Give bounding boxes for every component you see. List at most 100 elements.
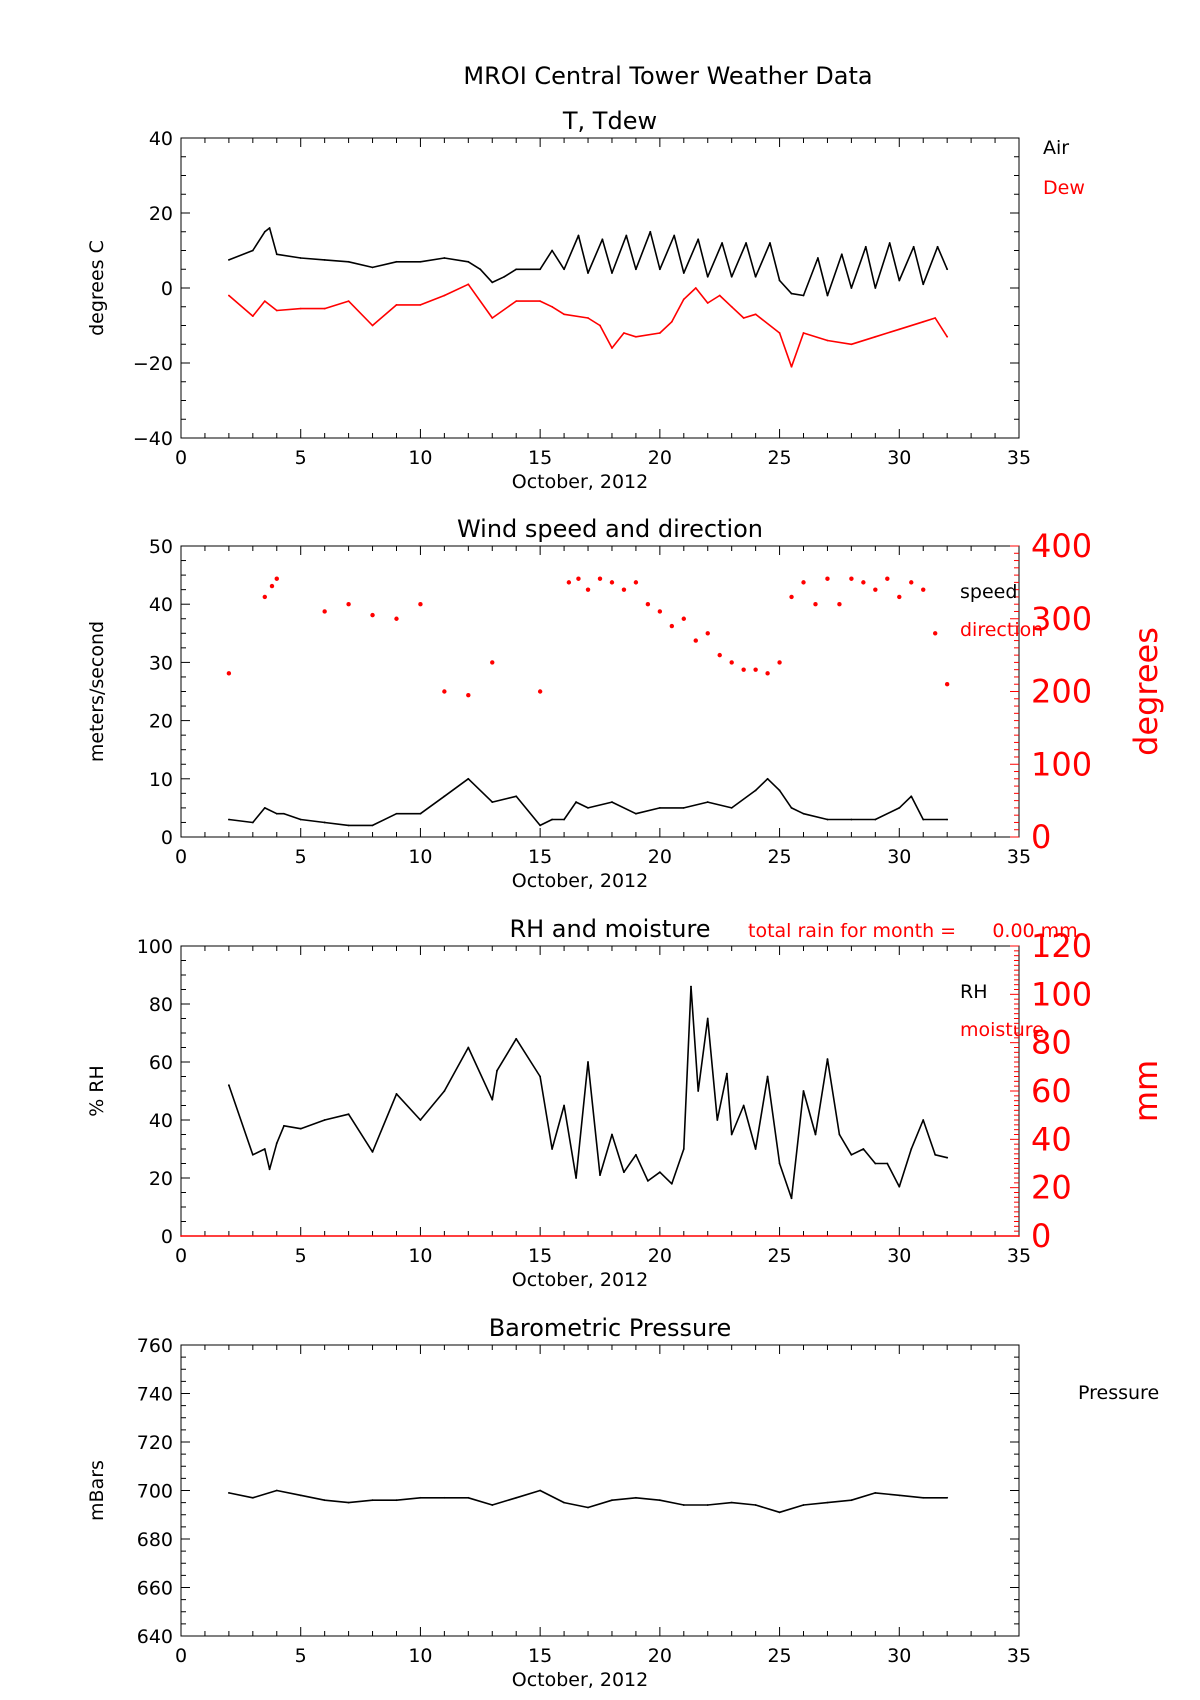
data-point xyxy=(299,307,302,310)
data-point xyxy=(227,1084,230,1087)
data-point xyxy=(251,1153,254,1156)
data-point xyxy=(730,807,733,809)
y-tick-label: 0 xyxy=(161,827,173,849)
chart-title: Wind speed and direction xyxy=(457,515,763,543)
x-tick-label: 25 xyxy=(767,846,791,868)
data-point xyxy=(658,268,661,271)
data-point xyxy=(394,616,399,621)
plot-frame xyxy=(180,1344,1020,1637)
y-tick-label: 740 xyxy=(137,1384,173,1406)
data-point xyxy=(419,260,422,263)
data-point xyxy=(754,1148,757,1150)
y-tick-label: 20 xyxy=(149,711,173,733)
y2-tick-label: 300 xyxy=(1031,600,1092,638)
data-point xyxy=(539,1075,542,1078)
data-point xyxy=(275,1142,278,1145)
y-tick-label: 0 xyxy=(161,1226,173,1248)
legend-Dew: Dew xyxy=(1043,177,1085,199)
x-tick-label: 15 xyxy=(528,846,552,868)
data-point xyxy=(898,1494,901,1497)
data-point xyxy=(563,313,565,316)
data-point xyxy=(658,1171,661,1174)
x-tick-label: 15 xyxy=(528,1645,552,1667)
x-tick-label: 5 xyxy=(295,846,307,868)
data-point xyxy=(898,807,901,809)
data-point xyxy=(778,789,781,792)
data-point xyxy=(467,283,470,286)
data-point xyxy=(566,580,572,585)
data-point xyxy=(826,294,829,297)
data-point xyxy=(515,795,518,798)
data-point xyxy=(922,1496,925,1499)
data-point xyxy=(466,692,471,698)
data-point xyxy=(496,1069,498,1072)
data-point xyxy=(766,1075,769,1078)
data-point xyxy=(274,576,279,581)
data-point xyxy=(910,1148,913,1150)
data-point xyxy=(777,660,782,665)
y-tick-label: 40 xyxy=(149,594,173,616)
data-point xyxy=(944,682,950,687)
data-point xyxy=(921,587,926,592)
data-point xyxy=(609,580,615,585)
data-point xyxy=(347,824,350,827)
x-tick-label: 20 xyxy=(648,1245,672,1267)
legend-speed: speed xyxy=(960,581,1017,603)
data-point xyxy=(730,275,733,278)
data-point xyxy=(443,1496,446,1499)
y2-tick-label: 0 xyxy=(1031,1217,1051,1255)
data-point xyxy=(371,824,374,827)
data-point xyxy=(323,307,326,310)
data-point xyxy=(395,812,398,815)
data-point xyxy=(601,238,604,241)
data-point xyxy=(611,347,613,349)
data-point xyxy=(479,268,482,271)
legend-Pressure: Pressure xyxy=(1078,1382,1159,1404)
chart-title: T, Tdew xyxy=(562,107,657,135)
data-point xyxy=(371,266,374,269)
data-point xyxy=(706,1017,709,1020)
data-point xyxy=(886,1162,889,1165)
data-point xyxy=(850,287,853,289)
y-tick-label: 700 xyxy=(137,1481,173,1503)
data-point xyxy=(874,1492,877,1494)
x-tick-label: 30 xyxy=(887,1645,911,1667)
x-axis-ticks: 0 5 10 15 20 25 30 35 xyxy=(175,1345,1031,1667)
data-point xyxy=(587,272,589,274)
data-point xyxy=(934,317,937,319)
data-point xyxy=(299,257,302,259)
data-point xyxy=(575,1177,577,1179)
data-point xyxy=(718,294,721,297)
data-point xyxy=(587,807,589,809)
y-tick-label: 30 xyxy=(149,652,173,674)
data-point xyxy=(625,234,628,237)
data-point xyxy=(790,807,793,809)
data-point xyxy=(658,1499,661,1502)
x-tick-label: 25 xyxy=(767,447,791,469)
y2-tick-label: 80 xyxy=(1031,1024,1072,1062)
data-point xyxy=(587,1061,589,1063)
series-speed xyxy=(227,777,949,827)
data-point xyxy=(693,638,698,643)
data-point xyxy=(721,242,724,244)
data-point xyxy=(646,1180,649,1182)
x-axis-label: October, 2012 xyxy=(512,1669,648,1691)
data-point xyxy=(635,1153,637,1156)
data-point xyxy=(251,249,254,252)
data-point xyxy=(443,1090,446,1092)
data-point xyxy=(898,1185,901,1188)
data-point xyxy=(725,1072,728,1075)
x-tick-label: 0 xyxy=(175,447,187,469)
data-point xyxy=(754,1504,757,1506)
series-line xyxy=(228,227,948,297)
y-axis-ticks: 0 10 20 30 40 50 xyxy=(149,536,190,849)
data-point xyxy=(706,302,709,304)
chart-panel-2: Wind speed and direction 0 5 10 15 20 25 30 35 Oc… xyxy=(86,515,1165,892)
data-point xyxy=(371,1499,374,1502)
data-point xyxy=(754,789,757,792)
data-point xyxy=(816,257,819,259)
x-tick-label: 35 xyxy=(1007,1645,1031,1667)
data-point xyxy=(682,298,685,301)
plot-frame xyxy=(180,137,1020,439)
data-point xyxy=(635,335,637,338)
